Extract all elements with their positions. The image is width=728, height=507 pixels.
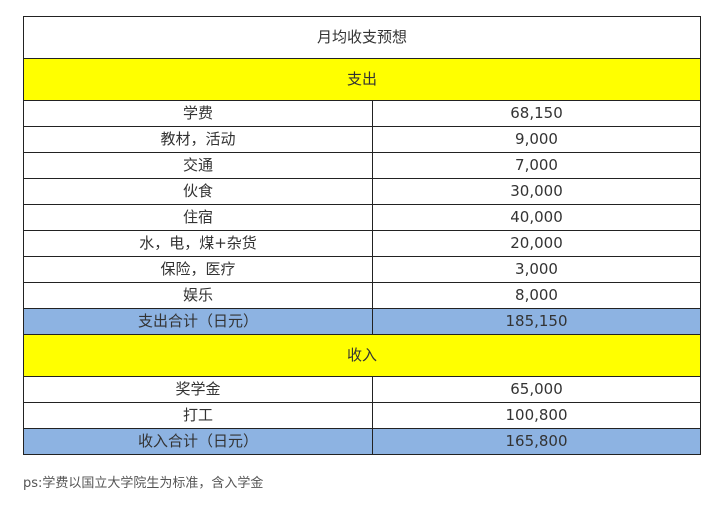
expense-header: 支出 [22, 58, 702, 101]
income-section-row: 收入 [22, 334, 702, 377]
expense-item: 保险，医疗 [23, 256, 373, 283]
table-row: 住宿 40,000 [23, 204, 702, 231]
income-header: 收入 [22, 334, 702, 377]
expense-amount: 20,000 [371, 230, 702, 257]
table-row: 交通 7,000 [23, 152, 702, 179]
expense-section-row: 支出 [22, 58, 702, 101]
expense-amount: 3,000 [371, 256, 702, 283]
expense-item: 伙食 [23, 178, 373, 205]
expense-item: 教材，活动 [23, 126, 373, 153]
budget-table: 月均收支预想 支出 学费 68,150 教材，活动 9,000 交通 7,000… [22, 16, 702, 455]
expense-item: 娱乐 [23, 282, 373, 309]
expense-item: 住宿 [23, 204, 373, 231]
expense-total-label: 支出合计（日元） [23, 308, 373, 335]
expense-amount: 68,150 [371, 100, 702, 127]
income-total-amount: 165,800 [371, 428, 702, 455]
expense-amount: 30,000 [371, 178, 702, 205]
table-row: 打工 100,800 [23, 402, 702, 429]
expense-total-row: 支出合计（日元） 185,150 [23, 308, 702, 335]
income-amount: 100,800 [371, 402, 702, 429]
table-row: 学费 68,150 [23, 100, 702, 127]
income-item: 打工 [23, 402, 373, 429]
income-amount: 65,000 [371, 376, 702, 403]
table-row: 教材，活动 9,000 [23, 126, 702, 153]
expense-amount: 8,000 [371, 282, 702, 309]
table-row: 水，电，煤+杂货 20,000 [23, 230, 702, 257]
income-item: 奖学金 [23, 376, 373, 403]
expense-amount: 7,000 [371, 152, 702, 179]
expense-item: 学费 [23, 100, 373, 127]
footnote: ps:学费以国立大学院生为标准，含入学金 [23, 476, 264, 491]
table-row: 娱乐 8,000 [23, 282, 702, 309]
expense-total-amount: 185,150 [371, 308, 702, 335]
income-total-label: 收入合计（日元） [23, 428, 373, 455]
table-row: 保险，医疗 3,000 [23, 256, 702, 283]
income-total-row: 收入合计（日元） 165,800 [23, 428, 702, 455]
expense-amount: 9,000 [371, 126, 702, 153]
table-title-row: 月均收支预想 [22, 16, 702, 59]
table-title: 月均收支预想 [22, 16, 702, 59]
expense-item: 水，电，煤+杂货 [23, 230, 373, 257]
table-row: 伙食 30,000 [23, 178, 702, 205]
expense-amount: 40,000 [371, 204, 702, 231]
expense-item: 交通 [23, 152, 373, 179]
table-row: 奖学金 65,000 [23, 376, 702, 403]
